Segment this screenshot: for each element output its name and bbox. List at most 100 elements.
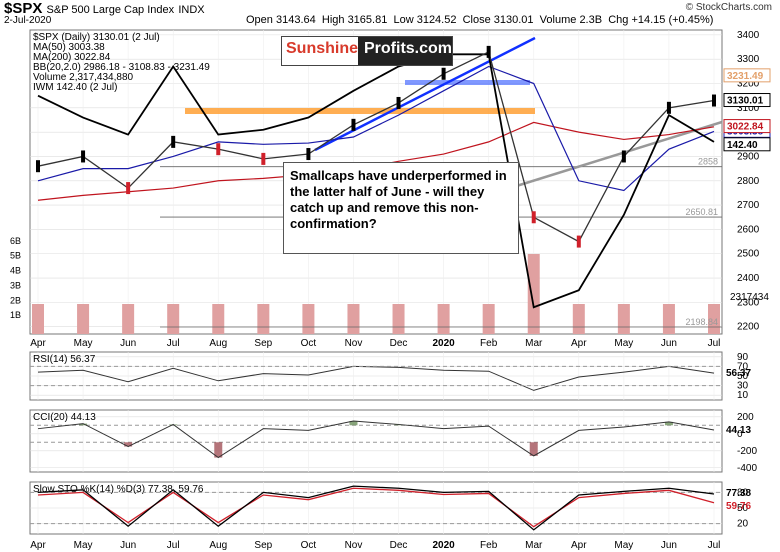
chart-date: 2-Jul-2020 — [4, 15, 52, 26]
y-tick-label: 2300 — [737, 297, 760, 308]
sto-legend: Slow STO %K(14) %D(3) 77.38, 59.76 — [33, 484, 204, 495]
watermark: © StockCharts.com — [685, 2, 772, 13]
y-tick-label: -400 — [737, 463, 757, 474]
exchange: INDX — [178, 4, 205, 16]
spx-price-line — [37, 50, 715, 243]
low-label: Low — [393, 14, 414, 26]
resistance-band-blue — [405, 80, 530, 85]
y-tick-label: 50 — [737, 371, 749, 382]
uptrend-line — [314, 36, 536, 152]
x-tick-label: Apr — [571, 338, 587, 349]
chg-value: +14.15 (+0.45%) — [631, 14, 714, 26]
y-tick-label: 2400 — [737, 273, 760, 284]
volume-bar — [617, 304, 630, 334]
y-tick-label: 10 — [737, 390, 749, 401]
x-tick-label-bottom: Feb — [480, 540, 498, 551]
y-tick-label: 80 — [737, 487, 749, 498]
chart-header: $SPX S&P 500 Large Cap Index INDX 2-Jul-… — [0, 0, 780, 28]
symbol-title: $SPX S&P 500 Large Cap Index INDX — [4, 0, 205, 17]
y-tick-label: 2600 — [737, 224, 760, 235]
x-tick-label: Jun — [120, 338, 136, 349]
x-tick-label: May — [614, 338, 633, 349]
volume-bar — [437, 304, 450, 334]
x-tick-label-bottom: 2020 — [432, 540, 455, 551]
volume-last-label: 2317434 — [730, 292, 769, 303]
x-tick-label-bottom: Dec — [390, 540, 408, 551]
support-band-orange — [185, 108, 535, 114]
volume-tick-label: 2B — [10, 295, 21, 305]
price-legend-item: BB(20,2.0) 2986.18 - 3108.83 - 3231.49 — [33, 62, 210, 73]
x-tick-label: Aug — [209, 338, 227, 349]
annotation-box: Smallcaps have underperformed in the lat… — [283, 162, 519, 254]
last-value-label: 142.40 — [727, 140, 758, 151]
x-tick-label-bottom: Aug — [209, 540, 227, 551]
y-tick-label: 90 — [737, 352, 749, 363]
price-candle — [441, 67, 446, 80]
last-value-box — [723, 119, 771, 134]
x-tick-label: Apr — [30, 338, 46, 349]
price-candle — [576, 235, 581, 248]
volume-bar — [212, 304, 225, 334]
price-candle — [666, 101, 671, 114]
support-level-label: 2650.81 — [685, 207, 718, 217]
y-tick-label: 70 — [737, 361, 749, 372]
volume-bar — [392, 304, 405, 334]
y-tick-label: 3200 — [737, 79, 760, 90]
x-tick-label-bottom: Apr — [571, 540, 587, 551]
high-value: 3165.81 — [347, 14, 388, 26]
volume-bar — [347, 304, 360, 334]
rsi-last-label: 56.37 — [726, 368, 751, 379]
x-tick-label-bottom: Apr — [30, 540, 46, 551]
y-tick-label: 3400 — [737, 30, 760, 41]
cci-last-label: 44.13 — [726, 425, 751, 436]
volume-bar — [662, 304, 675, 334]
sto-k-last-label: 77.38 — [726, 488, 751, 499]
price-candle — [36, 160, 40, 173]
price-candle — [396, 96, 401, 109]
last-value-box — [723, 68, 771, 83]
wedge-line — [509, 120, 723, 190]
iwm-line — [37, 53, 715, 309]
price-candle — [351, 118, 356, 131]
volume-bar — [482, 304, 495, 334]
x-tick-label-bottom: May — [614, 540, 633, 551]
x-tick-label: Dec — [390, 338, 408, 349]
support-level-label: 2198.84 — [685, 317, 718, 327]
price-legend-item: MA(50) 3003.38 — [33, 42, 105, 53]
volume-tick-label: 4B — [10, 266, 21, 276]
last-value-label: 3231.49 — [727, 71, 764, 82]
price-candle — [621, 150, 626, 163]
cci-line — [37, 420, 715, 459]
y-tick-label: 0 — [737, 429, 743, 440]
x-tick-label: Jul — [708, 338, 721, 349]
support-level-label: 2858 — [698, 157, 718, 167]
high-label: High — [321, 14, 345, 26]
last-value-box — [723, 93, 771, 108]
price-candle — [486, 45, 491, 58]
close-label: Close — [462, 14, 491, 26]
cci-fill — [124, 442, 133, 447]
volume-bar — [122, 304, 135, 334]
low-value: 3124.52 — [416, 14, 457, 26]
x-tick-label-bottom: Nov — [345, 540, 363, 551]
volume-tick-label: 1B — [10, 310, 21, 320]
x-tick-label-bottom: Sep — [254, 540, 272, 551]
x-tick-label: 2020 — [432, 338, 455, 349]
last-value-label: 3130.01 — [727, 96, 764, 107]
logo-part-2: Profits.com — [358, 37, 452, 65]
volume-bar — [572, 304, 585, 334]
close-value: 3130.01 — [493, 14, 534, 26]
price-candle — [306, 148, 311, 161]
logo-part-1: Sunshine — [286, 40, 359, 57]
x-tick-label-bottom: Jul — [708, 540, 721, 551]
x-tick-label-bottom: Jun — [120, 540, 136, 551]
rsi-legend: RSI(14) 56.37 — [33, 354, 96, 365]
x-tick-label: Jun — [661, 338, 677, 349]
y-tick-label: 3300 — [737, 54, 760, 65]
cci-fill — [214, 442, 223, 458]
price-candle — [216, 143, 221, 156]
chg-label: Chg — [608, 14, 629, 26]
cci-fill — [349, 421, 358, 426]
volume-label: Volume — [539, 14, 577, 26]
y-tick-label: 3100 — [737, 103, 760, 114]
